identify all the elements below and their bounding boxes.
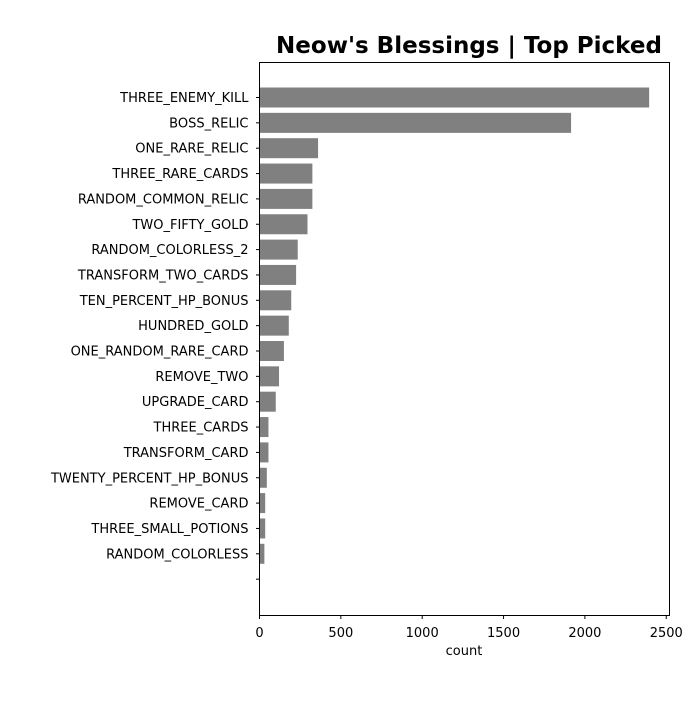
bar — [259, 315, 289, 336]
y-tick-label: TEN_PERCENT_HP_BONUS — [79, 294, 249, 309]
y-tick-label: REMOVE_CARD — [149, 497, 248, 512]
bar — [259, 239, 298, 260]
x-tick-label: 2000 — [568, 626, 601, 641]
bar — [259, 543, 265, 564]
y-tick-label: THREE_CARDS — [153, 421, 249, 436]
y-tick-label: TRANSFORM_CARD — [123, 446, 249, 461]
y-tick-label: RANDOM_COLORLESS_2 — [91, 243, 248, 258]
x-tick-label: 1500 — [487, 626, 520, 641]
bar — [259, 87, 650, 108]
bar — [259, 214, 308, 235]
bar — [259, 341, 284, 361]
bar — [259, 188, 313, 209]
y-tick-label: TWENTY_PERCENT_HP_BONUS — [50, 471, 249, 486]
y-axis: THREE_ENEMY_KILL BOSS_RELIC ONE_RARE_RELIC… — [50, 91, 260, 580]
y-tick-label: TRANSFORM_TWO_CARDS — [77, 268, 249, 283]
y-tick-label: REMOVE_TWO — [155, 370, 248, 385]
y-tick-label: THREE_RARE_CARDS — [111, 167, 248, 182]
y-tick-label: THREE_ENEMY_KILL — [119, 91, 249, 106]
y-tick-label: ONE_RANDOM_RARE_CARD — [71, 345, 249, 360]
bar — [259, 290, 292, 311]
bar — [259, 138, 319, 159]
x-tick-label: 0 — [255, 626, 263, 641]
y-tick-label: ONE_RARE_RELIC — [135, 142, 248, 157]
bar — [259, 417, 269, 438]
y-tick-label: RANDOM_COMMON_RELIC — [78, 192, 249, 207]
bar — [259, 366, 280, 387]
chart-title: Neow's Blessings | Top Picked — [276, 33, 662, 59]
y-tick-label: RANDOM_COLORLESS — [106, 547, 248, 562]
x-axis: 0 500 1000 1500 2000 2500 — [255, 615, 683, 641]
x-tick-label: 500 — [328, 626, 353, 641]
bar — [259, 163, 313, 184]
bar — [259, 391, 276, 412]
bar — [259, 264, 297, 285]
bar — [259, 493, 266, 514]
x-tick-label: 2500 — [650, 626, 683, 641]
bars-group — [259, 87, 650, 564]
plot-frame — [259, 62, 670, 616]
y-tick-label: BOSS_RELIC — [169, 116, 248, 131]
bar — [259, 518, 266, 539]
y-tick-label: HUNDRED_GOLD — [138, 319, 248, 334]
y-tick-label: UPGRADE_CARD — [142, 395, 249, 410]
x-tick-label: 1000 — [406, 626, 439, 641]
y-tick-label: THREE_SMALL_POTIONS — [90, 522, 248, 537]
x-axis-label: count — [446, 644, 483, 659]
bar — [259, 112, 572, 133]
bar — [259, 442, 269, 463]
y-tick-label: TWO_FIFTY_GOLD — [131, 218, 248, 233]
bar — [259, 467, 267, 488]
